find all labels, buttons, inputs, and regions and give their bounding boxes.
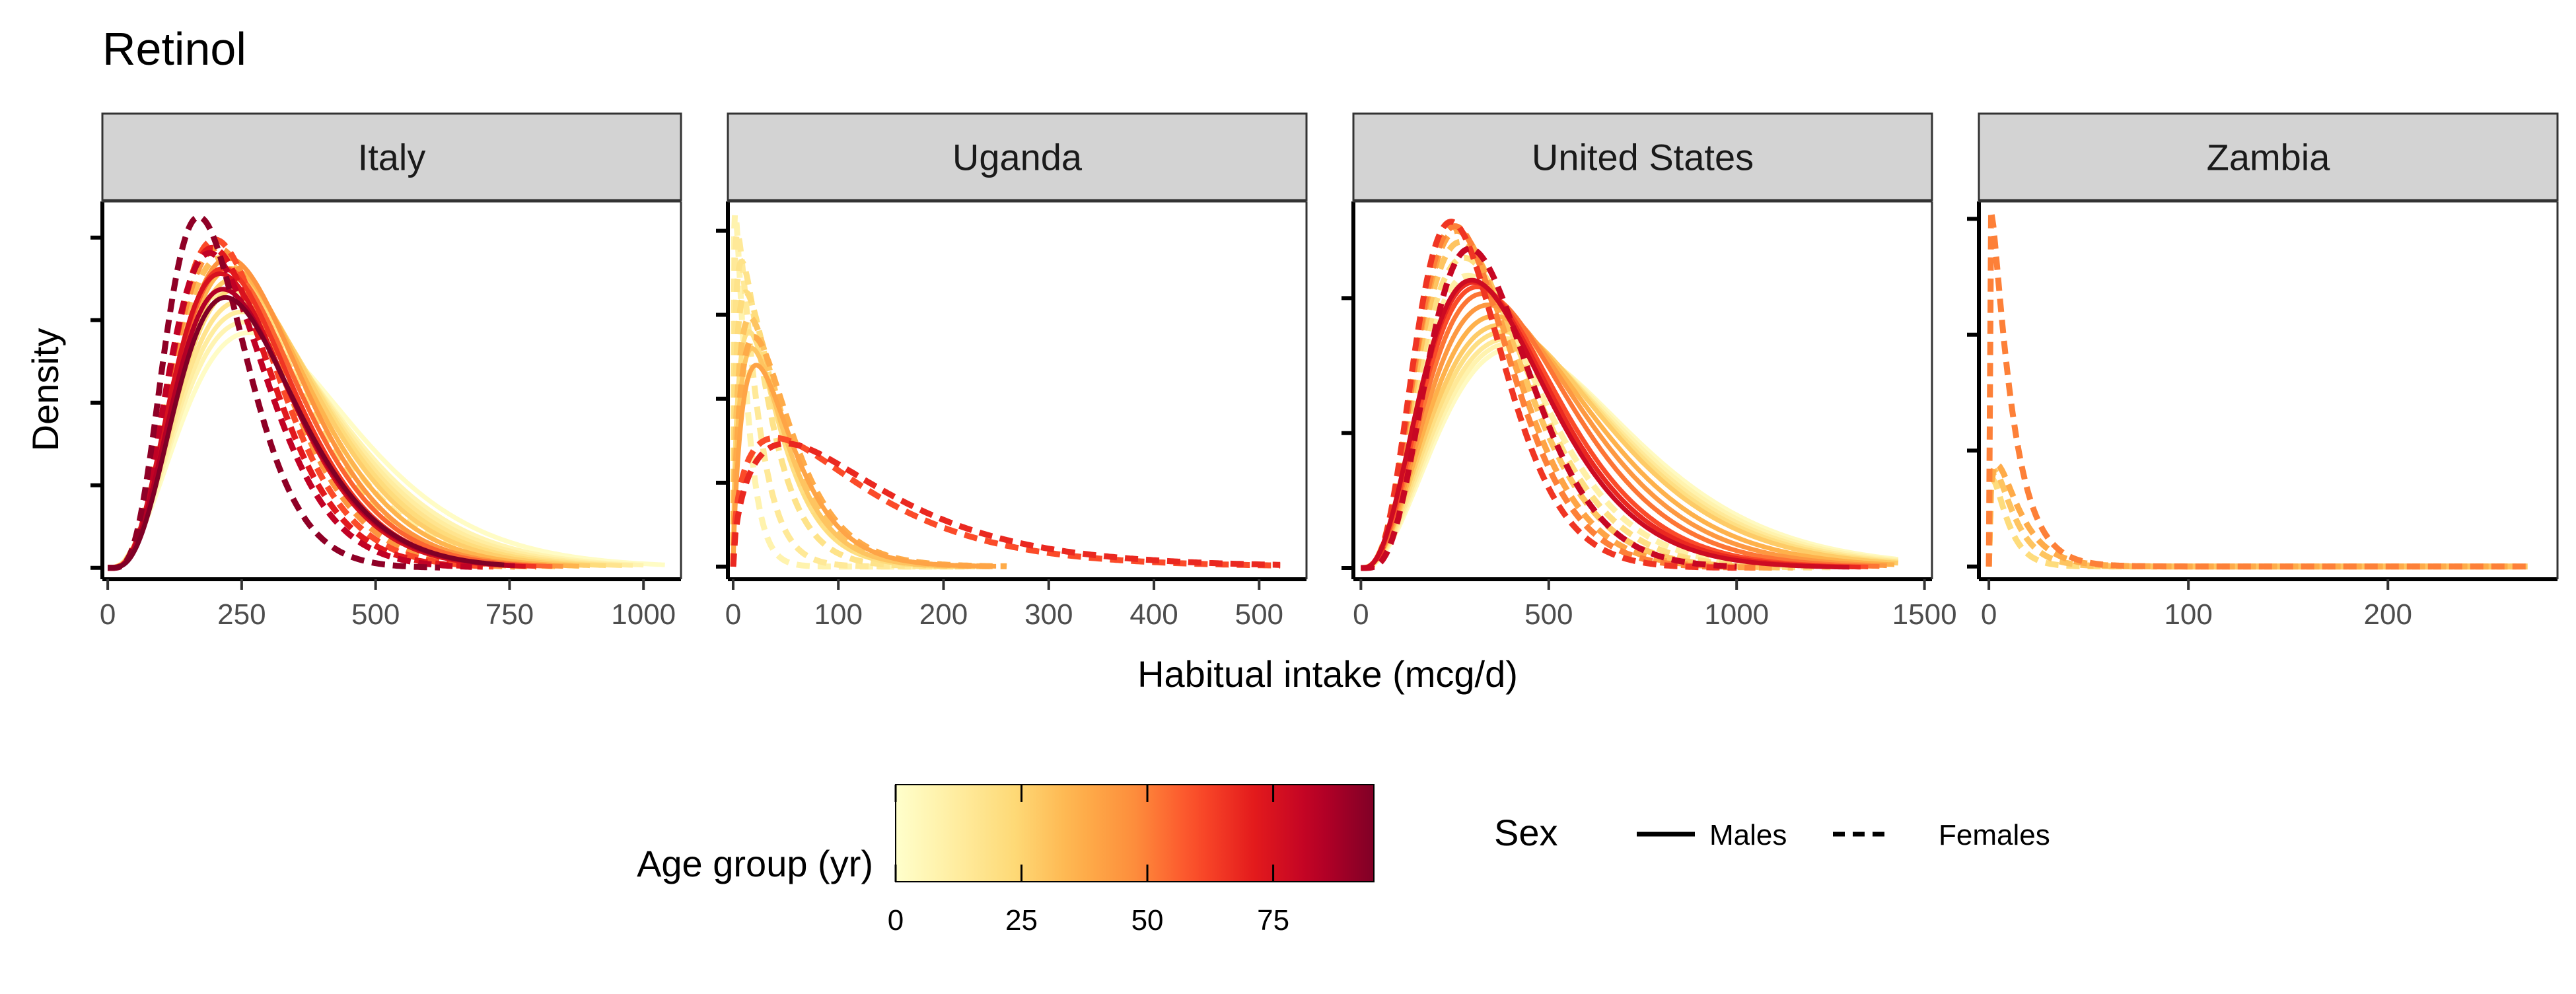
facet-zambia: Zambia 0 100 200 (1967, 112, 2559, 631)
density-curve-females (1361, 219, 1737, 571)
x-tick-label: 0 (100, 598, 116, 631)
density-curve-males (108, 330, 665, 571)
x-tick-label: 0 (1981, 598, 1997, 631)
density-curve-males (1361, 291, 1880, 571)
facet-uganda: Uganda 0 100 200 300 400 500 (716, 112, 1308, 631)
legend-label-males: Males (1709, 819, 1787, 851)
density-curve-males (108, 295, 505, 571)
facet-united-states: United States 0 500 1000 1500 (1342, 112, 1957, 631)
x-tick-label: 300 (1024, 598, 1073, 631)
colorbar-tick-label: 25 (1005, 904, 1038, 937)
density-curve-females (1986, 210, 2528, 570)
x-tick-label: 400 (1129, 598, 1178, 631)
facet-curves (108, 213, 665, 571)
facet-strip (1352, 112, 1933, 201)
density-curve-females (730, 230, 954, 570)
density-curve-males (731, 363, 997, 569)
x-tick-label: 0 (1353, 598, 1369, 631)
colorbar (895, 784, 1375, 882)
facet-strip-label: Italy (358, 137, 426, 178)
density-curve-females (1986, 461, 2508, 570)
density-curve-females (730, 258, 965, 570)
density-curve-females (730, 440, 1281, 568)
density-curve-females (730, 435, 1281, 569)
facet-strip-label: Zambia (2207, 137, 2331, 178)
legend: Age group (yr) Sex 0 25 50 75 Males Females (637, 784, 2050, 937)
density-curve-females (1361, 254, 1812, 571)
density-curve-males (1361, 302, 1887, 571)
facet-curves (1361, 219, 1899, 571)
colorbar-tick-label: 0 (888, 904, 904, 937)
facet-strip-label: United States (1532, 137, 1754, 178)
x-tick-label: 100 (814, 598, 863, 631)
density-curve-females (108, 250, 472, 571)
density-curve-males (1361, 314, 1895, 571)
density-curve-females (1986, 474, 2528, 570)
facet-curves (1986, 210, 2528, 570)
density-curve-males (1361, 340, 1899, 571)
linetype-legend-title: Sex (1494, 812, 1558, 853)
facet-strip (1978, 112, 2559, 201)
density-curve-females (1361, 272, 1831, 571)
x-tick-label: 200 (2364, 598, 2412, 631)
facet-italy: Italy 0 250 500 750 1000 (90, 112, 682, 631)
y-axis-label: Density (24, 328, 66, 452)
x-tick-label: 500 (1235, 598, 1283, 631)
x-tick-label: 750 (485, 598, 534, 631)
x-tick-label: 500 (351, 598, 400, 631)
x-tick-label: 0 (725, 598, 741, 631)
facet-strip (727, 112, 1308, 201)
density-curve-males (1361, 277, 1850, 571)
x-tick-label: 1500 (1892, 598, 1957, 631)
density-curve-females (1986, 468, 2528, 570)
density-curve-males (1361, 345, 1899, 571)
density-curve-females (730, 289, 976, 569)
x-tick-label: 200 (919, 598, 968, 631)
x-tick-label: 250 (217, 598, 266, 631)
facet-strip (101, 112, 682, 201)
facet-curves (730, 208, 1281, 570)
chart-title: Retinol (102, 23, 246, 75)
x-tick-label: 100 (2164, 598, 2212, 631)
density-curve-males (1361, 322, 1899, 571)
density-curve-females (108, 213, 440, 571)
facet-strip-label: Uganda (952, 137, 1083, 178)
x-tick-label: 500 (1524, 598, 1573, 631)
colorbar-tick-label: 50 (1131, 904, 1164, 937)
legend-label-females: Females (1939, 819, 2050, 851)
colorbar-title: Age group (yr) (637, 843, 873, 884)
x-tick-label: 1000 (1704, 598, 1769, 631)
x-tick-label: 1000 (611, 598, 676, 631)
colorbar-tick-label: 75 (1257, 904, 1289, 937)
density-curve-females (1361, 245, 1737, 571)
x-axis-label: Habitual intake (mcg/d) (1137, 653, 1518, 695)
density-curve-females (108, 236, 494, 571)
